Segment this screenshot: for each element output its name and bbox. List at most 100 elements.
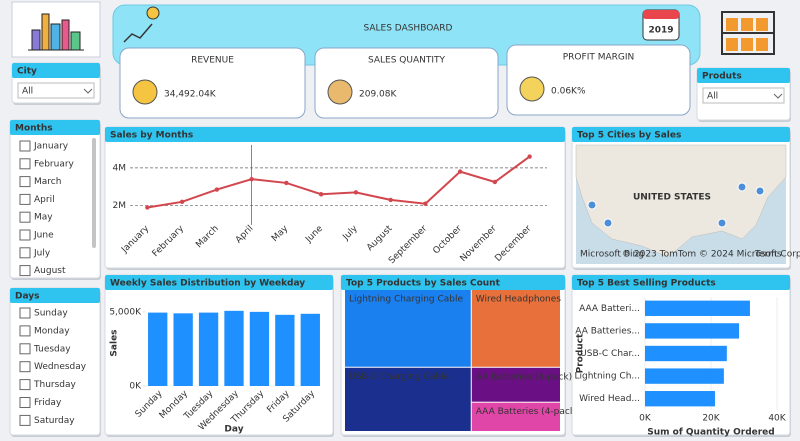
kpi-value: 34,492.04K	[164, 90, 217, 100]
treemap-label: USB-C Charging Cable	[349, 372, 449, 382]
bar	[148, 312, 168, 386]
treemap-cell	[471, 290, 560, 367]
map-terms: Terms	[754, 250, 782, 260]
y-tick-label: AA Batteries...	[575, 326, 640, 336]
checkbox	[19, 193, 31, 205]
kpi-card	[119, 47, 306, 119]
city-dot	[587, 200, 597, 210]
treemap-cell	[471, 367, 560, 402]
city-dot	[717, 218, 727, 228]
slicer-item: Friday	[34, 398, 62, 408]
panel-header	[341, 275, 565, 290]
x-axis-title: Day	[224, 425, 243, 435]
slicer-item: Monday	[34, 326, 70, 336]
dashboard-title: SALES DASHBOARD	[363, 24, 452, 34]
calendar-year: 2019	[648, 26, 673, 36]
checkbox	[19, 229, 31, 241]
x-tick-label: 40K	[768, 414, 786, 424]
bar	[645, 368, 724, 384]
bar	[275, 314, 295, 386]
kpi-value: 0.06K%	[551, 87, 586, 97]
slicer-item: February	[34, 159, 75, 169]
panel-title: City	[17, 67, 37, 77]
point	[214, 187, 220, 192]
kpi-card	[506, 44, 691, 116]
dropdown	[17, 82, 95, 99]
y-tick-label: 2M	[113, 201, 127, 211]
treemap-label: AAA Batteries (4-pack)	[476, 407, 579, 417]
city-dot	[737, 182, 747, 192]
y-tick-label: 0K	[129, 382, 142, 392]
box	[741, 18, 753, 31]
kpi-label: REVENUE	[191, 56, 234, 66]
slicer-item: May	[34, 213, 53, 223]
dropdown-value: All	[707, 92, 718, 102]
dropdown-value: All	[22, 87, 33, 97]
point	[318, 192, 324, 197]
slicer-item: Wednesday	[34, 362, 87, 372]
kpi-label: PROFIT MARGIN	[563, 53, 635, 63]
y-tick-label: USB-C Char...	[580, 349, 640, 359]
y-tick-label: AAA Batteri...	[579, 304, 640, 314]
slicer-item: March	[34, 177, 61, 187]
warehouse-icon	[721, 11, 775, 55]
kpi-value: 209.08K	[359, 90, 397, 100]
slicer-item: July	[33, 248, 51, 258]
box	[756, 18, 768, 31]
point	[284, 180, 289, 186]
bar	[173, 313, 193, 386]
x-tick-label: 20K	[702, 414, 720, 424]
box	[726, 18, 738, 31]
treemap-cell	[345, 367, 471, 431]
y-tick-label: 5,000K	[109, 307, 142, 317]
y-axis-title: Product	[576, 333, 586, 373]
slicer-item: Thursday	[33, 380, 77, 390]
panel-title: Sales by Months	[110, 131, 193, 141]
scrollbar	[92, 138, 96, 248]
slicer-item: June	[33, 231, 54, 241]
slicer-item: January	[33, 142, 69, 152]
kpi-card	[314, 47, 499, 119]
city-logo	[11, 1, 101, 58]
y-axis-title: Sales	[110, 329, 120, 356]
kpi-icon	[327, 79, 353, 105]
point	[527, 154, 532, 159]
map-attribution: © 2023 TomTom © 2024 Microsoft Corporati…	[622, 250, 800, 260]
checkbox	[19, 361, 31, 373]
checkbox	[19, 140, 31, 152]
panel-title: Days	[15, 292, 40, 302]
point	[492, 179, 498, 185]
panel	[104, 126, 566, 269]
checkbox	[19, 397, 31, 408]
x-tick-label: 0K	[639, 414, 652, 424]
calendar-top	[643, 10, 679, 19]
bar	[300, 313, 320, 386]
checkbox	[19, 307, 31, 319]
y-tick-label: Wired Head...	[579, 394, 640, 404]
slicer-item: Tuesday	[33, 344, 71, 354]
slicer-item: August	[34, 266, 66, 276]
building	[70, 31, 81, 51]
slicer-item: April	[34, 195, 55, 205]
panel-title: Months	[15, 124, 53, 134]
checkbox	[19, 176, 31, 188]
panel-header	[12, 63, 100, 78]
panel-header	[105, 127, 565, 142]
treemap-label: Wired Headphones	[476, 295, 562, 305]
checkbox	[19, 343, 31, 355]
panel-title: Top 5 Cities by Sales	[577, 131, 681, 141]
treemap-label: AA Batteries (4-pack)	[476, 372, 572, 382]
bar	[224, 310, 244, 386]
bar	[645, 323, 740, 339]
building	[50, 23, 61, 51]
slicer-item: Saturday	[34, 416, 75, 426]
box	[756, 38, 768, 51]
panel-header	[105, 275, 333, 290]
kpi-icon	[519, 76, 545, 102]
treemap-cell	[471, 402, 560, 431]
panel-header	[10, 120, 100, 135]
point	[353, 190, 359, 195]
point	[423, 201, 428, 206]
kpi-label: SALES QUANTITY	[368, 56, 446, 66]
